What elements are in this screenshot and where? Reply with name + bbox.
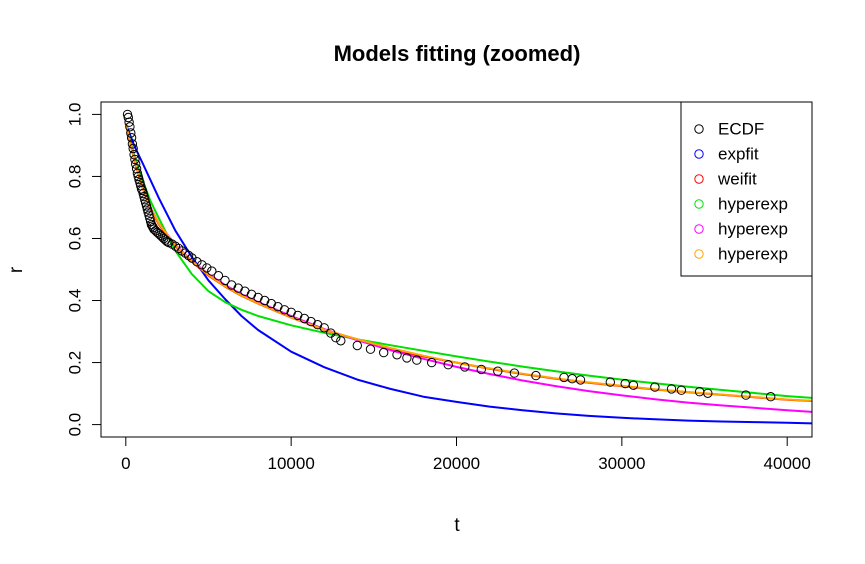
ecdf-point [279,305,290,315]
ecdf-point [220,275,230,286]
x-axis-label: t [454,515,460,536]
ecdf-point [170,241,181,251]
ecdf-point [260,295,270,306]
ecdf-point [192,257,202,267]
ecdf-point [493,366,503,376]
legend-marker [694,124,704,134]
ecdf-point [253,292,263,303]
ecdf-point [476,364,486,375]
ecdf-point [676,385,687,395]
ecdf-point [266,298,276,309]
ecdf-point [703,388,713,398]
ecdf-point [365,344,376,354]
ecdf-point [197,260,207,270]
ecdf-point [160,235,171,245]
ecdf-point [575,375,586,385]
legend-marker [694,199,704,209]
ecdf-point [509,368,520,378]
ecdf-point [128,143,138,154]
ecdf-point [666,384,677,394]
chart-title: Models fitting (zoomed) [334,41,581,66]
y-tick-label: 0.6 [66,227,85,251]
x-tick-label: 10000 [268,454,315,473]
ecdf-point [319,323,329,333]
legend-marker [694,249,704,259]
ecdf-point [427,357,437,368]
legend-marker [694,224,704,234]
ecdf-point [402,353,412,363]
y-tick-label: 0.8 [66,165,85,189]
y-axis: 0.0 0.2 0.4 0.6 0.8 1.0 [66,103,102,437]
ecdf-point [460,362,470,372]
legend-label: weifit [717,170,757,189]
ecdf-point [126,128,136,138]
ecdf-point [154,229,164,239]
legend-marker [694,149,704,159]
ecdf-point [766,392,776,402]
ecdf-point [379,347,389,358]
ecdf-point [157,232,167,242]
ecdf-point [127,139,138,149]
ecdf-point [202,263,212,273]
series-layer [124,123,812,425]
ecdf-point [131,159,141,169]
legend-label: hyperexp [718,245,788,264]
ecdf-point [174,243,184,254]
y-tick-label: 0.2 [66,351,85,375]
legend-label: hyperexp [718,195,788,214]
y-tick-label: 0.0 [66,413,85,437]
x-axis: 0 10000 20000 30000 40000 [121,436,811,473]
series-line-hyperexp [124,123,812,402]
ecdf-point [207,266,217,276]
ecdf-point [246,289,257,299]
ecdf-point [352,340,362,351]
ecdf-point [392,350,402,360]
ecdf-point [741,390,751,400]
ecdf-point [443,360,453,370]
x-tick-label: 20000 [433,454,480,473]
ecdf-point [650,382,660,392]
x-tick-label: 40000 [764,454,811,473]
ecdf-point [412,355,422,365]
ecdf-point [605,377,615,387]
ecdf-point [336,336,346,346]
legend-label: ECDF [718,120,764,139]
ecdf-point [126,133,137,143]
ecdf-point [130,154,140,165]
legend-marker [694,174,704,184]
x-tick-label: 0 [121,454,130,473]
ecdf-point [123,112,134,123]
legend-box [680,101,813,277]
y-tick-label: 0.4 [66,289,85,313]
ecdf-point [124,117,134,127]
ecdf-point [531,370,541,381]
ecdf-point [628,380,639,390]
legend: ECDF expfit weifit hyperexp hyperexp hyperexp [680,101,813,277]
legend-label: hyperexp [718,220,788,239]
ecdf-point [150,226,161,236]
ecdf-point [180,248,191,258]
ecdf-point [213,271,224,281]
ecdf-point [162,236,172,247]
y-tick-label: 1.0 [66,103,85,127]
ecdf-point [177,246,187,256]
ecdf-point [183,250,194,261]
ecdf-point [331,333,341,343]
series-line-expfit [124,123,812,425]
x-tick-label: 30000 [598,454,645,473]
ecdf-point [240,286,250,296]
ecdf-point [125,122,135,132]
legend-label: expfit [718,145,759,164]
ecdf-points [122,109,776,402]
ecdf-point [129,150,139,160]
y-axis-label: r [6,266,27,273]
